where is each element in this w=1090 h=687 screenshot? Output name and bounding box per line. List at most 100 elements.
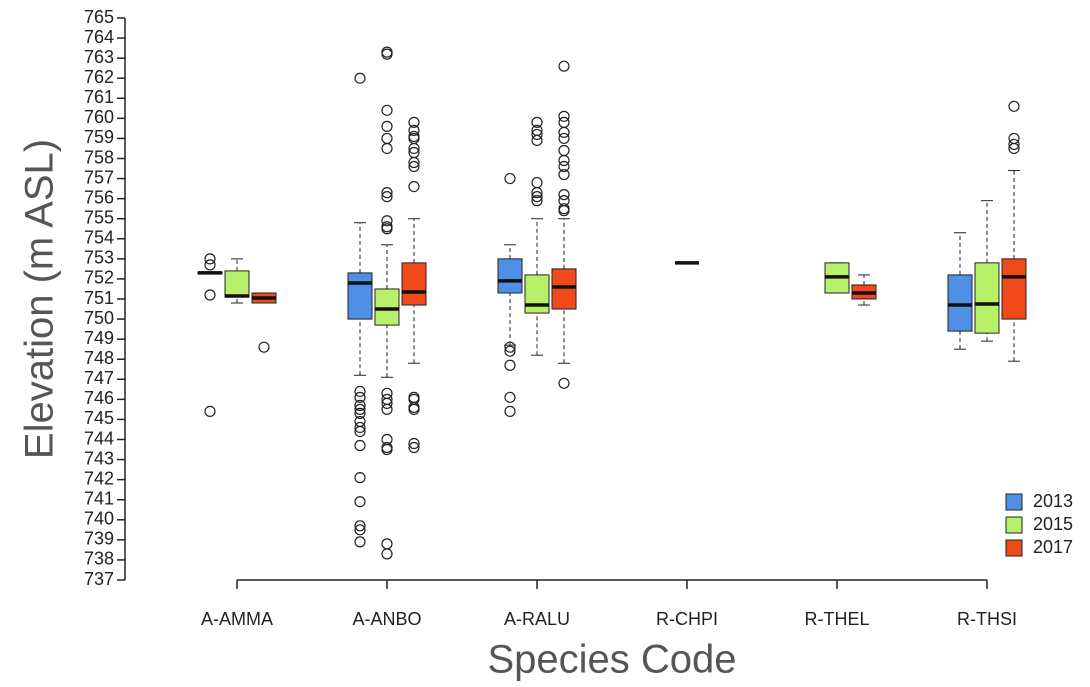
outlier bbox=[558, 126, 570, 139]
y-tick-label: 744 bbox=[84, 428, 114, 448]
outlier bbox=[558, 205, 570, 217]
outlier bbox=[204, 405, 216, 417]
outlier bbox=[408, 441, 420, 454]
box bbox=[347, 272, 373, 320]
outlier bbox=[531, 128, 543, 141]
outlier bbox=[354, 72, 366, 84]
box bbox=[974, 262, 1000, 334]
outlier bbox=[381, 215, 393, 227]
outlier bbox=[504, 172, 516, 185]
outlier bbox=[558, 160, 570, 173]
outlier bbox=[531, 187, 543, 199]
y-tick-label: 753 bbox=[84, 248, 114, 268]
outlier bbox=[354, 385, 366, 397]
outlier bbox=[408, 116, 420, 128]
outlier bbox=[354, 536, 366, 548]
outlier bbox=[354, 399, 366, 411]
outlier bbox=[558, 60, 570, 72]
y-tick-label: 762 bbox=[84, 67, 114, 87]
y-tick-label: 745 bbox=[84, 408, 114, 428]
box bbox=[401, 262, 427, 306]
outlier bbox=[531, 195, 543, 207]
x-tick-label: R-THEL bbox=[804, 609, 869, 629]
outlier bbox=[531, 134, 543, 147]
outlier bbox=[408, 181, 420, 193]
outlier bbox=[1008, 132, 1020, 145]
y-tick-label: 737 bbox=[84, 569, 114, 589]
y-tick-label: 761 bbox=[84, 87, 114, 107]
y-tick-label: 760 bbox=[84, 107, 114, 127]
outlier bbox=[504, 405, 516, 417]
y-tick-label: 747 bbox=[84, 368, 114, 388]
outlier bbox=[354, 439, 366, 452]
outlier bbox=[408, 156, 420, 169]
outlier bbox=[408, 437, 420, 450]
y-tick-label: 763 bbox=[84, 47, 114, 67]
outlier bbox=[381, 403, 393, 415]
outlier bbox=[354, 425, 366, 438]
y-tick-label: 757 bbox=[84, 167, 114, 187]
y-tick-label: 746 bbox=[84, 388, 114, 408]
y-tick-label: 754 bbox=[84, 228, 114, 248]
y-tick-label: 741 bbox=[84, 488, 114, 508]
x-tick-label: R-CHPI bbox=[656, 609, 718, 629]
box bbox=[1001, 258, 1027, 320]
y-tick-label: 739 bbox=[84, 529, 114, 549]
y-tick-label: 738 bbox=[84, 549, 114, 569]
legend-swatch bbox=[1005, 539, 1023, 557]
outlier bbox=[408, 403, 420, 415]
outlier bbox=[381, 443, 393, 456]
x-axis-title: Species Code bbox=[487, 638, 736, 682]
legend-swatch bbox=[1005, 516, 1023, 534]
box bbox=[224, 270, 250, 298]
outlier bbox=[558, 168, 570, 181]
y-tick-label: 759 bbox=[84, 127, 114, 147]
outlier bbox=[558, 377, 570, 389]
box bbox=[947, 274, 973, 332]
box bbox=[551, 268, 577, 310]
box bbox=[374, 288, 400, 326]
legend-label: 2013 bbox=[1033, 491, 1073, 511]
outlier bbox=[381, 397, 393, 409]
y-tick-label: 765 bbox=[84, 7, 114, 27]
outlier bbox=[558, 189, 570, 201]
outlier bbox=[354, 391, 366, 403]
x-tick-label: A-RALU bbox=[504, 609, 570, 629]
outlier bbox=[204, 289, 216, 301]
x-tick-label: A-ANBO bbox=[352, 609, 421, 629]
y-tick-label: 749 bbox=[84, 328, 114, 348]
legend-label: 2015 bbox=[1033, 514, 1073, 534]
outlier bbox=[1008, 138, 1020, 151]
outlier bbox=[381, 387, 393, 399]
y-tick-label: 740 bbox=[84, 509, 114, 529]
y-tick-label: 758 bbox=[84, 147, 114, 167]
y-tick-label: 752 bbox=[84, 268, 114, 288]
outlier bbox=[204, 253, 216, 265]
outlier bbox=[354, 496, 366, 508]
outlier bbox=[408, 142, 420, 155]
outlier bbox=[258, 341, 270, 353]
outlier bbox=[381, 223, 393, 235]
outlier bbox=[504, 345, 516, 357]
outlier bbox=[204, 259, 216, 271]
outlier bbox=[1008, 100, 1020, 112]
outlier bbox=[531, 116, 543, 128]
y-tick-label: 755 bbox=[84, 207, 114, 227]
x-tick-label: R-THSI bbox=[957, 609, 1017, 629]
outlier bbox=[504, 359, 516, 371]
outlier bbox=[408, 160, 420, 173]
box bbox=[497, 258, 523, 294]
y-tick-label: 750 bbox=[84, 308, 114, 328]
outlier bbox=[504, 341, 516, 353]
outlier bbox=[381, 104, 393, 116]
outlier bbox=[381, 120, 393, 132]
outlier bbox=[354, 421, 366, 434]
outlier bbox=[531, 176, 543, 189]
outlier bbox=[354, 472, 366, 484]
legend-label: 2017 bbox=[1033, 537, 1073, 557]
outlier bbox=[1008, 142, 1020, 155]
y-tick-label: 743 bbox=[84, 448, 114, 468]
outlier bbox=[381, 46, 393, 58]
outlier bbox=[381, 548, 393, 560]
outlier bbox=[381, 187, 393, 199]
